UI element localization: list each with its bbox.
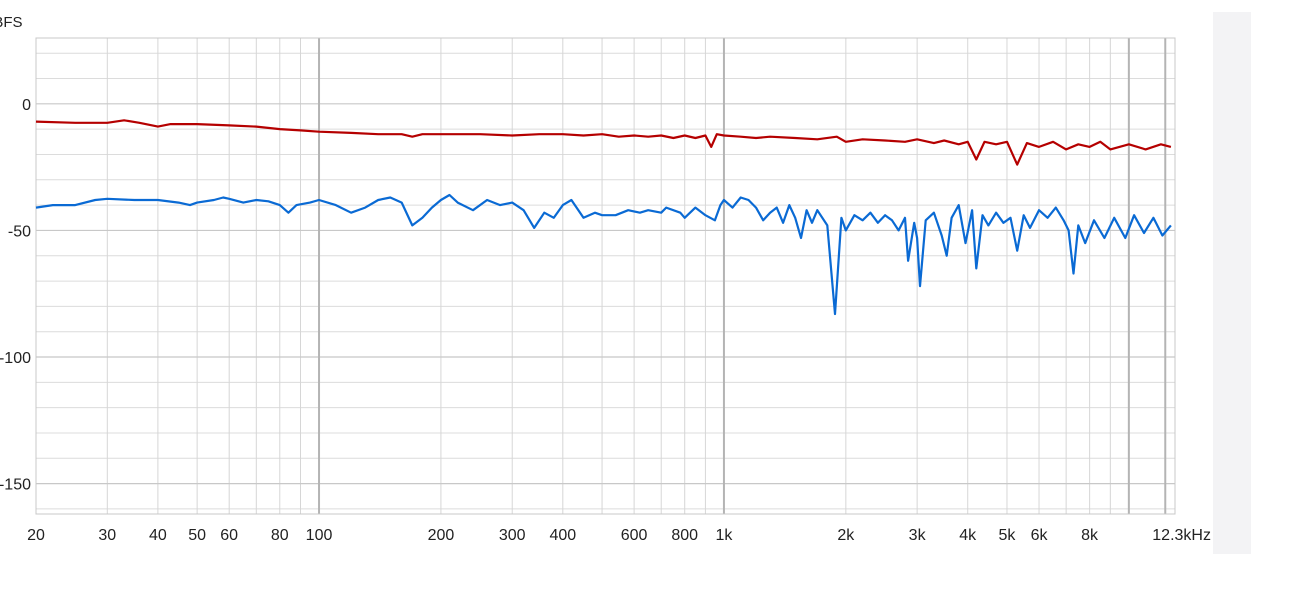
y-axis-unit-label: dBFS bbox=[0, 14, 23, 31]
x-tick-label: 800 bbox=[671, 527, 698, 544]
y-tick-label: -50 bbox=[8, 223, 31, 240]
x-tick-label: 300 bbox=[499, 527, 526, 544]
series-line-1 bbox=[35, 119, 1172, 166]
x-tick-label: 400 bbox=[549, 527, 576, 544]
x-tick-label: 100 bbox=[306, 527, 333, 544]
x-tick-label: 200 bbox=[428, 527, 455, 544]
x-tick-label: 2k bbox=[837, 527, 855, 544]
x-tick-label: 60 bbox=[220, 527, 238, 544]
x-tick-label: 12.3kHz bbox=[1152, 527, 1211, 544]
y-tick-label: -100 bbox=[0, 350, 31, 367]
x-tick-label: 3k bbox=[909, 527, 927, 544]
x-tick-label: 20 bbox=[27, 527, 45, 544]
x-tick-label: 40 bbox=[149, 527, 167, 544]
side-panel bbox=[1213, 12, 1251, 554]
series-line-2 bbox=[35, 193, 1172, 316]
x-tick-label: 80 bbox=[271, 527, 289, 544]
x-tick-label: 600 bbox=[621, 527, 648, 544]
y-tick-label: -150 bbox=[0, 477, 31, 494]
x-tick-label: 6k bbox=[1031, 527, 1049, 544]
x-tick-label: 4k bbox=[959, 527, 977, 544]
plot-frame bbox=[35, 37, 1176, 515]
x-tick-label: 5k bbox=[999, 527, 1017, 544]
x-tick-label: 8k bbox=[1081, 527, 1099, 544]
x-tick-label: 50 bbox=[188, 527, 206, 544]
x-tick-label: 1k bbox=[715, 527, 733, 544]
x-tick-label: 30 bbox=[98, 527, 116, 544]
y-tick-label: 0 bbox=[22, 97, 31, 114]
